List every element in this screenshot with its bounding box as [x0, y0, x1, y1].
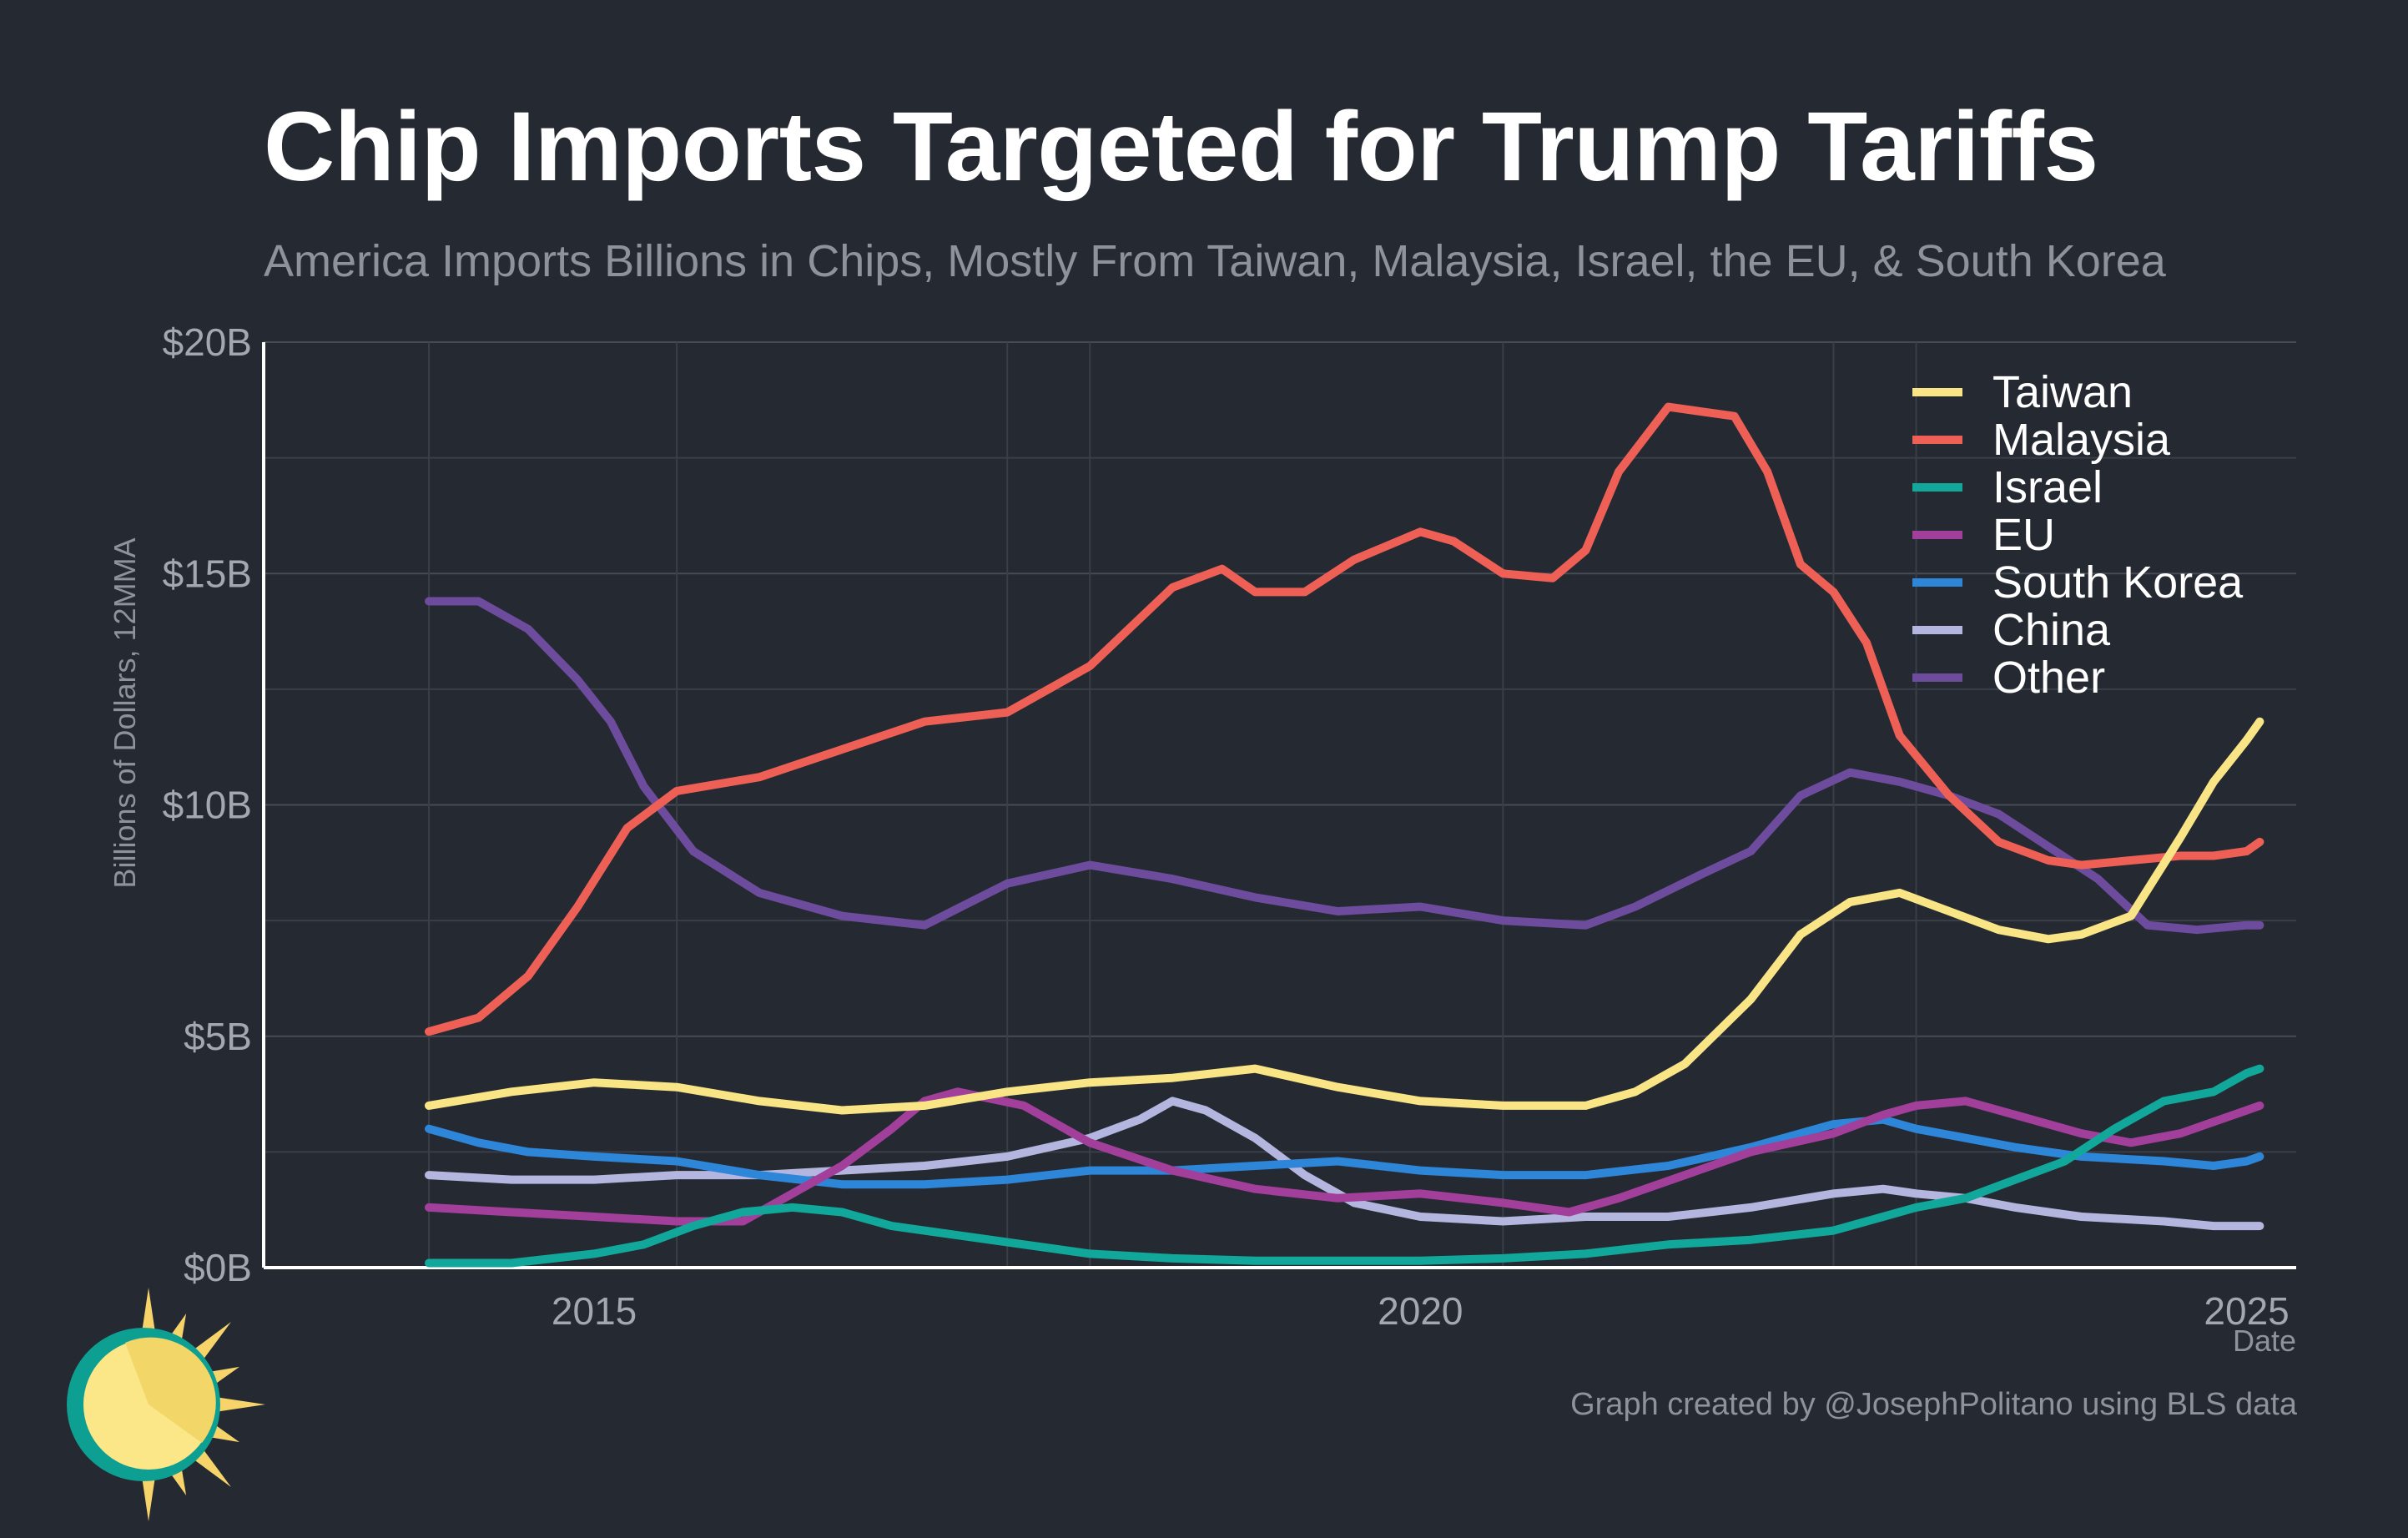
series-line-israel	[425, 1064, 2264, 1268]
series-line-south-korea	[425, 1115, 2264, 1189]
sun-logo-icon	[67, 1288, 265, 1521]
legend-label: China	[1992, 605, 2111, 655]
x-tick-label: 2025	[2204, 1289, 2289, 1333]
y-tick-label: $5B	[184, 1015, 252, 1058]
y-tick-label: $20B	[163, 320, 252, 364]
chart-subtitle: America Imports Billions in Chips, Mostl…	[264, 236, 2166, 286]
series-lines	[425, 402, 2264, 1268]
legend-label: EU	[1992, 510, 2055, 560]
legend-label: Malaysia	[1992, 415, 2171, 465]
sun-ray	[140, 1469, 157, 1521]
x-axis-title: Date	[2233, 1324, 2296, 1358]
sun-ray	[213, 1396, 265, 1413]
legend-label: Taiwan	[1992, 367, 2133, 417]
axes: $0B $5B $10B $15B $20B 2015 2020 2025 Billions o…	[108, 320, 2296, 1358]
series-line-taiwan	[425, 717, 2264, 1115]
y-tick-label: $0B	[184, 1246, 252, 1289]
series-line-eu	[425, 1087, 2264, 1226]
source-credit: Graph created by @JosephPolitano using B…	[1570, 1387, 2297, 1422]
series-line-other	[425, 597, 2264, 935]
y-tick-label: $10B	[163, 784, 252, 827]
legend-label: South Korea	[1992, 557, 2244, 608]
x-tick-label: 2020	[1378, 1289, 1463, 1333]
y-axis-title: Billions of Dollars, 12MMA	[108, 537, 142, 888]
series-line-malaysia	[425, 402, 2264, 1036]
chart-title: Chip Imports Targeted for Trump Tariffs	[264, 92, 2098, 202]
sun-ray	[140, 1288, 157, 1340]
grid-lines	[263, 341, 2296, 1268]
x-tick-label: 2015	[552, 1289, 637, 1333]
y-tick-label: $15B	[163, 552, 252, 595]
legend-label: Israel	[1992, 462, 2103, 512]
legend-label: Other	[1992, 653, 2105, 703]
